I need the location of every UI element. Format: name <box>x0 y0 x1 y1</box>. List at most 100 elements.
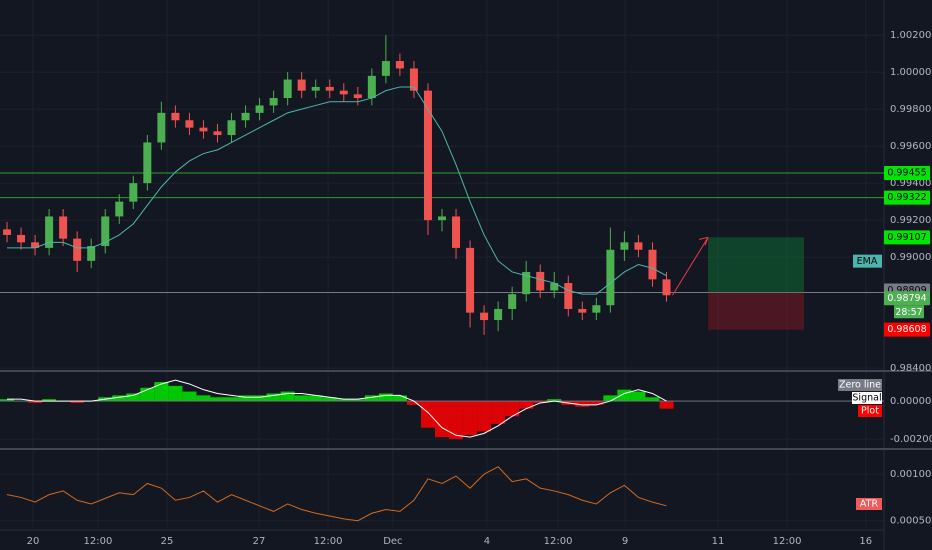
x-tick-label: 9 <box>622 536 628 547</box>
candle-body <box>452 216 461 248</box>
x-tick-label: 11 <box>712 536 725 547</box>
price-badge <box>884 291 930 306</box>
price-badge <box>884 190 930 205</box>
candle-body <box>381 61 390 76</box>
price-badge-label: 0.99107 <box>887 232 926 243</box>
candle-body <box>606 249 615 306</box>
y-tick-label: 0.98400 <box>890 363 931 374</box>
histogram-bar <box>364 395 379 402</box>
y-tick-label: 0.99200 <box>890 215 931 226</box>
candle-body <box>73 238 82 261</box>
candle-body <box>578 308 587 313</box>
price-badge-label: 0.99322 <box>887 192 926 203</box>
x-tick-label: 12:00 <box>773 536 802 547</box>
histogram-bar <box>252 395 267 402</box>
price-badge-label: 0.98809 <box>887 285 926 296</box>
candle-body <box>45 216 54 248</box>
candle-body <box>409 68 418 91</box>
target-zone <box>708 237 805 293</box>
price-badge-label: 0.99455 <box>887 167 926 178</box>
histogram-bar <box>0 399 15 402</box>
x-tick-label: 20 <box>27 536 40 547</box>
countdown-label: 28:57 <box>895 307 922 318</box>
x-tick-label: 16 <box>859 536 872 547</box>
candle-body <box>199 127 208 132</box>
y-tick-label: 0.99800 <box>890 104 931 115</box>
y-tick-label: 0.00100 <box>890 469 931 480</box>
legend-label: Zero line <box>839 380 881 391</box>
x-tick-label: 27 <box>253 536 266 547</box>
histogram-bar <box>603 395 618 402</box>
y-tick-label: 1.00000 <box>890 67 931 78</box>
candle-body <box>241 112 250 121</box>
histogram-bar <box>659 401 674 409</box>
histogram-bar <box>547 399 562 402</box>
y-tick-label: 0.99000 <box>890 252 931 263</box>
histogram-bar <box>280 391 295 402</box>
histogram-bar <box>154 382 169 402</box>
histogram-bar <box>336 399 351 402</box>
histogram-bar <box>126 393 141 402</box>
y-tick-label: 0.00050 <box>890 516 931 527</box>
candle-body <box>339 90 348 95</box>
y-tick-label: -0.00200 <box>890 434 932 445</box>
stop-zone <box>708 292 805 330</box>
histogram-bar <box>575 401 590 407</box>
histogram-bar <box>589 401 604 405</box>
y-tick-label: 1.00200 <box>890 30 931 41</box>
histogram-bar <box>434 401 450 438</box>
candle-body <box>31 242 40 248</box>
candle-body <box>438 216 446 221</box>
candle-body <box>550 283 559 291</box>
candle-body <box>508 294 517 309</box>
y-tick-label: 0.99600 <box>890 141 931 152</box>
histogram-bar <box>477 401 492 432</box>
legend-badge <box>838 379 882 391</box>
histogram-bar <box>631 391 646 402</box>
histogram-bar <box>406 401 421 405</box>
candle-body <box>297 79 306 91</box>
histogram-bar <box>238 395 253 402</box>
candle-body <box>255 105 264 113</box>
candle-body <box>522 271 531 295</box>
legend-badge <box>858 405 882 417</box>
candle-body <box>353 94 362 99</box>
legend-label: EMA <box>857 256 878 267</box>
candle-body <box>269 98 278 106</box>
price-badge <box>884 322 930 337</box>
histogram-bar <box>420 401 435 428</box>
candle-body <box>466 247 475 313</box>
histogram-bar <box>350 399 365 402</box>
histogram-bar <box>617 389 632 402</box>
histogram-bar <box>505 401 520 417</box>
histogram-bar <box>645 397 660 402</box>
histogram-bar <box>182 391 197 402</box>
candle-body <box>325 86 334 91</box>
x-tick-label: 25 <box>161 536 174 547</box>
histogram-bar <box>449 401 464 440</box>
candle-body <box>3 229 12 235</box>
candle-body <box>171 112 180 121</box>
y-tick-label: 0.00000 <box>890 396 931 407</box>
histogram-bar <box>112 395 127 402</box>
candle-body <box>620 242 629 250</box>
x-tick-label: Dec <box>383 536 402 547</box>
candle-body <box>536 271 545 291</box>
candle-body <box>395 61 404 69</box>
price-badge <box>884 230 930 245</box>
histogram-bar <box>266 393 281 402</box>
histogram-bar <box>294 395 309 402</box>
legend-badge <box>853 254 882 268</box>
projection-arrow <box>672 237 709 296</box>
x-tick-label: 12:00 <box>314 536 343 547</box>
candle-body <box>634 242 643 250</box>
legend-badge <box>856 498 882 510</box>
candle-body <box>283 79 292 99</box>
histogram-bar <box>308 395 323 402</box>
candle-body <box>564 283 573 309</box>
candle-body <box>101 216 110 247</box>
y-tick-label: 0.99400 <box>890 178 931 189</box>
candle-body <box>157 112 166 143</box>
